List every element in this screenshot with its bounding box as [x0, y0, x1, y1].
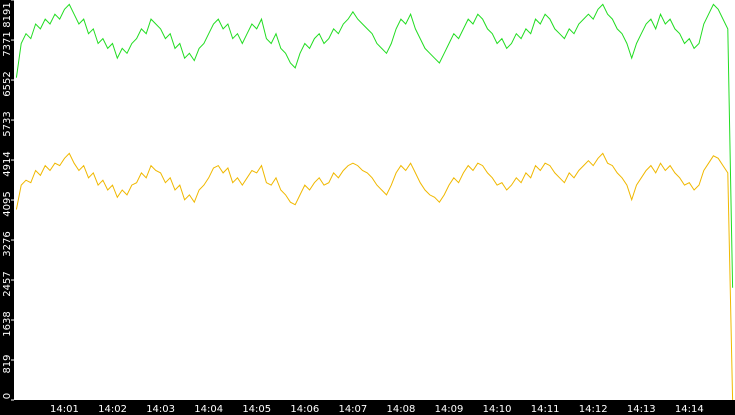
- plot-area: [14, 0, 735, 400]
- y-tick-label: 1638: [2, 311, 13, 336]
- x-tick-label: 14:14: [675, 404, 704, 415]
- x-tick-label: 14:09: [435, 404, 464, 415]
- y-tick-label: 819: [2, 354, 13, 373]
- x-tick-label: 14:05: [242, 404, 271, 415]
- y-tick-label: 5733: [2, 111, 13, 136]
- x-tick-label: 14:12: [579, 404, 608, 415]
- y-tick-label: 4914: [2, 151, 13, 176]
- x-tick-label: 14:10: [483, 404, 512, 415]
- y-tick-label: 3276: [2, 231, 13, 256]
- x-tick-label: 14:08: [387, 404, 416, 415]
- x-tick-label: 14:06: [290, 404, 319, 415]
- x-tick-label: 14:02: [98, 404, 127, 415]
- y-tick-label: 6552: [2, 71, 13, 96]
- y-tick-label: 7371: [2, 31, 13, 56]
- series-line: [15, 3, 734, 288]
- y-tick-label: 2457: [2, 271, 13, 296]
- x-tick-label: 14:01: [50, 404, 79, 415]
- x-tick-label: 14:03: [146, 404, 175, 415]
- x-tick-label: 14:07: [338, 404, 367, 415]
- y-tick-label: 4095: [2, 191, 13, 216]
- y-tick-label: 8191: [2, 2, 13, 27]
- x-tick-label: 14:13: [627, 404, 656, 415]
- x-tick-label: 14:11: [531, 404, 560, 415]
- series-line: [15, 152, 734, 401]
- x-tick-label: 14:04: [194, 404, 223, 415]
- y-tick-label: 0: [2, 393, 13, 399]
